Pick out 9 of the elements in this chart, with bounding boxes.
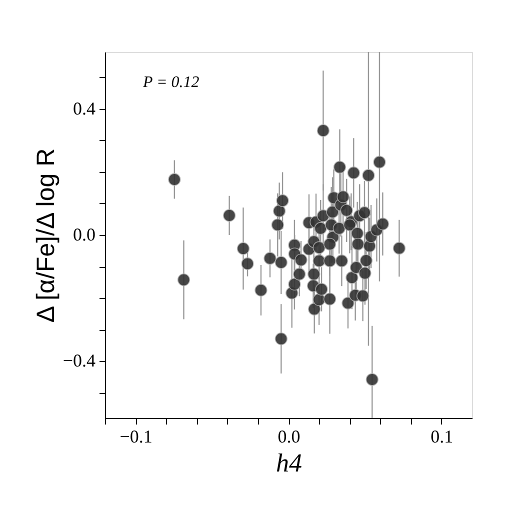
y-tick-label: −0.4	[62, 350, 96, 371]
x-axis-title: h4	[276, 448, 302, 478]
x-tick-label: 0.1	[430, 426, 454, 446]
annotation: P = 0.12	[142, 74, 200, 91]
y-tick-label: 0.4	[73, 98, 96, 118]
x-tick-label: 0.0	[278, 426, 300, 446]
x-tick-label: −0.1	[120, 426, 152, 446]
y-axis-title: Δ [α/Fe]/Δ log R	[32, 148, 60, 323]
y-tick-label: 0.0	[73, 224, 96, 244]
